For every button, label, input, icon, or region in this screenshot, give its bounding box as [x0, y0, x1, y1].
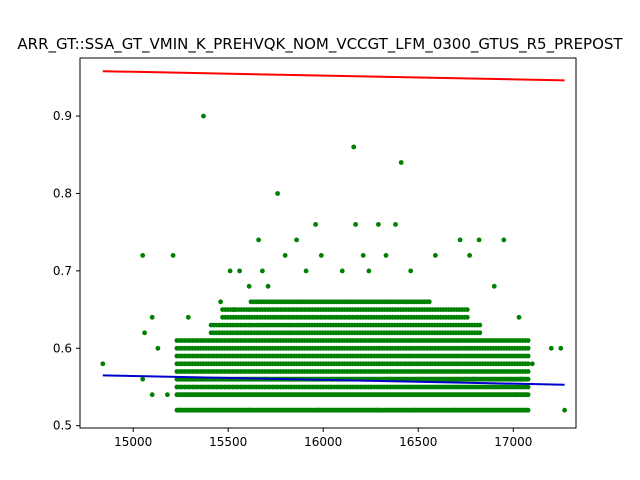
data-point [491, 283, 497, 289]
data-point [318, 253, 324, 258]
data-point [482, 407, 488, 413]
band-point [525, 392, 531, 398]
band-point [464, 307, 470, 312]
data-point [165, 392, 170, 398]
data-point [260, 268, 265, 274]
band-point [525, 353, 531, 359]
dense-point-band [174, 299, 531, 413]
data-point [149, 392, 155, 398]
band-point [525, 338, 531, 343]
band-point [525, 361, 531, 367]
data-point [294, 237, 299, 243]
band-point [464, 314, 470, 320]
data-point [408, 268, 414, 274]
data-point [398, 160, 404, 165]
x-axis: 15000 15500 16000 16500 17000 [114, 428, 532, 449]
data-point [501, 237, 507, 243]
data-point [142, 330, 148, 336]
data-point [140, 376, 146, 382]
data-point [265, 283, 271, 289]
data-point [185, 314, 191, 320]
plot-frame [79, 57, 577, 429]
data-point [412, 407, 417, 413]
data-point [548, 345, 554, 351]
data-point [393, 222, 398, 227]
data-point [246, 283, 252, 289]
data-point [201, 113, 206, 119]
data-point [467, 253, 472, 258]
band-point [477, 322, 483, 328]
x-tick-label: 17000 [494, 435, 532, 449]
data-point [246, 407, 252, 413]
data-point [529, 361, 535, 367]
data-point [178, 407, 184, 413]
data-point [516, 314, 522, 320]
data-point [471, 376, 476, 382]
data-point [351, 144, 357, 150]
data-point [376, 222, 381, 227]
data-point [339, 268, 345, 274]
data-point [457, 237, 463, 243]
data-point [170, 253, 176, 258]
data-point [476, 237, 482, 243]
data-point [313, 222, 318, 227]
y-tick-label: 0.8 [53, 186, 72, 200]
data-point [518, 376, 524, 382]
data-point [155, 345, 161, 351]
upper-limit-line [102, 70, 565, 82]
data-point [275, 191, 280, 196]
chart-title: ARR_GT::SSA_GT_VMIN_K_PREHVQK_NOM_VCCGT_… [17, 35, 623, 54]
data-point [256, 237, 261, 243]
data-point [360, 253, 366, 258]
data-point [282, 253, 288, 258]
y-tick-label: 0.7 [53, 264, 72, 278]
data-point [558, 345, 564, 351]
x-tick-label: 15500 [209, 435, 247, 449]
data-point [374, 407, 379, 413]
data-point [353, 222, 358, 227]
band-point [525, 384, 531, 390]
plot-area [80, 58, 576, 428]
lower-limit-line [102, 374, 565, 386]
band-point [525, 376, 531, 382]
data-point [512, 392, 518, 398]
x-tick-label: 16500 [399, 435, 437, 449]
band-point [525, 407, 531, 413]
data-point [218, 299, 224, 305]
data-point [140, 253, 146, 258]
data-point [210, 407, 216, 413]
y-axis: 0.5 0.6 0.7 0.8 0.9 [53, 109, 80, 433]
band-point [525, 369, 531, 374]
data-point [452, 407, 457, 413]
x-tick-label: 15000 [114, 435, 152, 449]
data-point [227, 268, 233, 274]
trend-lines [102, 70, 565, 386]
data-point [317, 407, 322, 413]
data-point [231, 307, 237, 312]
data-point [366, 268, 372, 274]
data-point [100, 361, 106, 367]
data-point [433, 253, 438, 258]
x-tick-label: 16000 [304, 435, 342, 449]
band-point [525, 345, 531, 351]
data-point [383, 253, 389, 258]
band-point [426, 299, 432, 305]
data-point [303, 268, 309, 274]
data-point [149, 314, 155, 320]
y-tick-label: 0.9 [53, 109, 72, 123]
y-tick-label: 0.5 [53, 419, 72, 433]
y-tick-label: 0.6 [53, 341, 72, 355]
data-point [562, 407, 567, 413]
data-point [237, 268, 243, 274]
scatter-points [100, 113, 567, 413]
band-point [477, 330, 483, 336]
